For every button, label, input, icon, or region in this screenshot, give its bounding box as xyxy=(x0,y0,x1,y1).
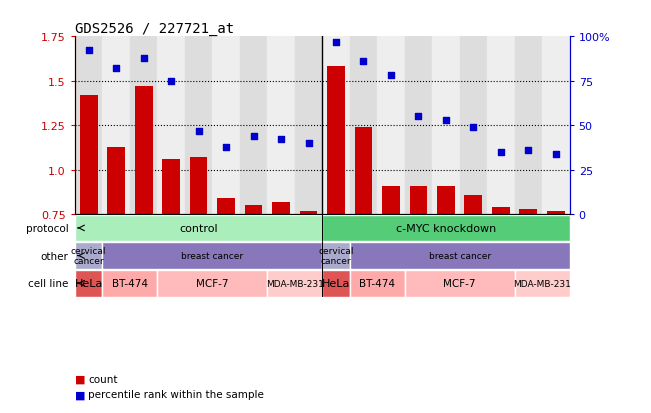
Text: GDS2526 / 227721_at: GDS2526 / 227721_at xyxy=(75,22,234,36)
Text: percentile rank within the sample: percentile rank within the sample xyxy=(88,389,264,399)
Text: ■: ■ xyxy=(75,374,85,384)
Bar xyxy=(135,87,152,348)
Bar xyxy=(158,37,185,215)
Text: BT-474: BT-474 xyxy=(359,279,395,289)
Text: MCF-7: MCF-7 xyxy=(196,279,229,289)
Bar xyxy=(322,271,350,297)
Point xyxy=(468,124,478,131)
Bar xyxy=(355,128,372,348)
Bar xyxy=(107,147,125,348)
Text: MCF-7: MCF-7 xyxy=(443,279,476,289)
Point xyxy=(83,48,94,55)
Bar xyxy=(102,271,158,297)
Bar xyxy=(75,215,322,242)
Point xyxy=(551,151,561,157)
Bar xyxy=(322,243,350,269)
Bar xyxy=(130,37,158,215)
Point xyxy=(441,117,451,124)
Bar xyxy=(75,37,102,215)
Bar xyxy=(245,206,262,348)
Text: cell line: cell line xyxy=(28,279,68,289)
Point xyxy=(523,147,534,154)
Bar xyxy=(377,37,405,215)
Text: c-MYC knockdown: c-MYC knockdown xyxy=(396,223,496,233)
Point xyxy=(139,55,149,62)
Point xyxy=(276,137,286,143)
Bar xyxy=(268,37,295,215)
Text: HeLa: HeLa xyxy=(74,279,103,289)
Bar xyxy=(268,271,322,297)
Bar xyxy=(487,37,515,215)
Bar xyxy=(189,158,208,348)
Bar xyxy=(437,186,455,348)
Text: protocol: protocol xyxy=(25,223,68,233)
Bar xyxy=(295,37,322,215)
Bar xyxy=(547,211,565,348)
Bar xyxy=(350,243,570,269)
Bar xyxy=(158,271,268,297)
Bar xyxy=(350,37,377,215)
Bar xyxy=(542,37,570,215)
Text: HeLa: HeLa xyxy=(322,279,350,289)
Text: cervical
cancer: cervical cancer xyxy=(71,246,106,266)
Bar xyxy=(432,37,460,215)
Point xyxy=(166,78,176,85)
Point xyxy=(386,73,396,79)
Bar xyxy=(75,243,102,269)
Point xyxy=(221,144,231,150)
Bar xyxy=(79,96,98,348)
Bar xyxy=(382,186,400,348)
Bar xyxy=(102,37,130,215)
Point xyxy=(248,133,258,140)
Bar xyxy=(515,271,570,297)
Point xyxy=(303,140,314,147)
Bar xyxy=(350,271,405,297)
Text: cervical
cancer: cervical cancer xyxy=(318,246,353,266)
Point xyxy=(193,128,204,135)
Bar xyxy=(102,243,322,269)
Bar xyxy=(409,186,427,348)
Point xyxy=(413,114,424,120)
Text: other: other xyxy=(40,251,68,261)
Bar xyxy=(240,37,268,215)
Text: breast cancer: breast cancer xyxy=(181,252,243,261)
Point xyxy=(331,39,341,46)
Point xyxy=(495,149,506,156)
Bar xyxy=(327,67,345,348)
Bar xyxy=(212,37,240,215)
Bar xyxy=(162,159,180,348)
Bar xyxy=(405,37,432,215)
Bar xyxy=(405,271,515,297)
Text: control: control xyxy=(179,223,218,233)
Bar xyxy=(75,271,102,297)
Bar xyxy=(519,209,537,348)
Text: count: count xyxy=(88,374,117,384)
Bar xyxy=(299,211,318,348)
Point xyxy=(358,59,368,65)
Text: ■: ■ xyxy=(75,389,85,399)
Bar xyxy=(460,37,487,215)
Bar xyxy=(465,195,482,348)
Text: breast cancer: breast cancer xyxy=(428,252,491,261)
Text: MDA-MB-231: MDA-MB-231 xyxy=(266,279,324,288)
Point xyxy=(111,66,121,72)
Bar xyxy=(185,37,212,215)
Bar xyxy=(217,199,235,348)
Bar xyxy=(272,202,290,348)
Text: BT-474: BT-474 xyxy=(112,279,148,289)
Bar xyxy=(322,37,350,215)
Text: MDA-MB-231: MDA-MB-231 xyxy=(513,279,571,288)
Bar xyxy=(515,37,542,215)
Bar xyxy=(322,215,570,242)
Bar xyxy=(492,207,510,348)
